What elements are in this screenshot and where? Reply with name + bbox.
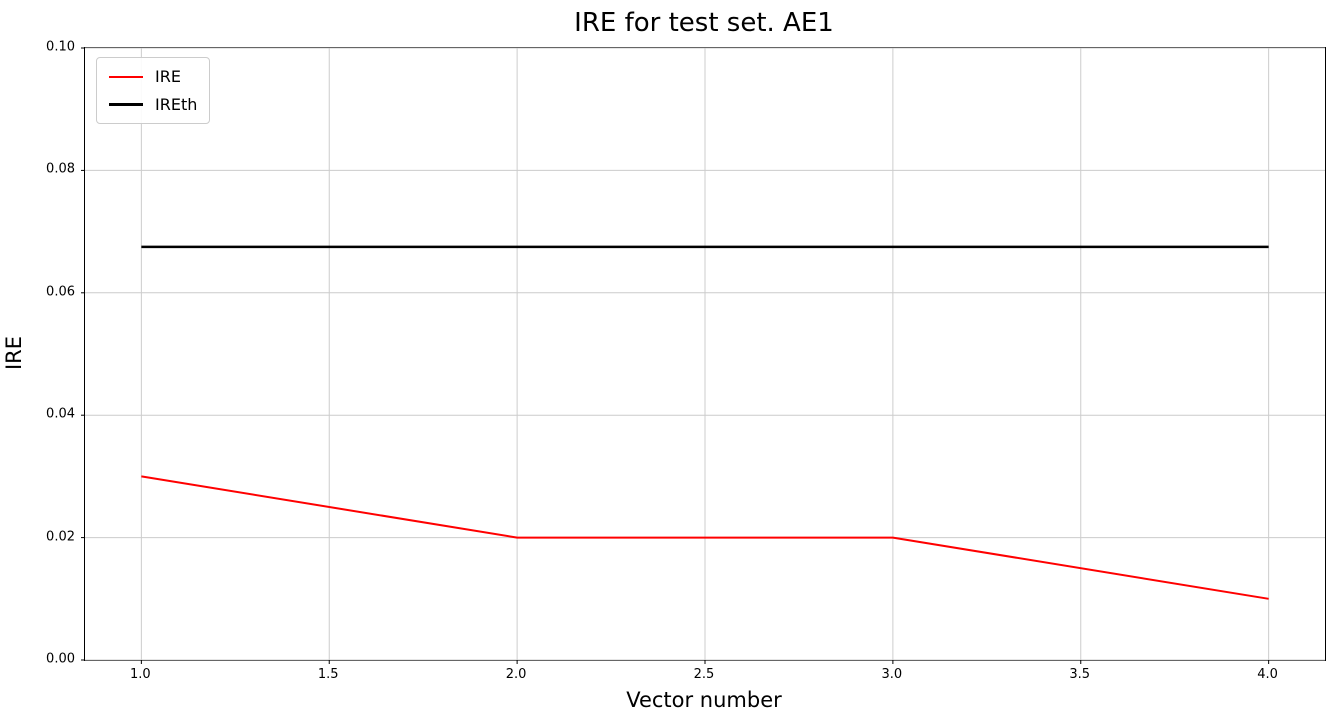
plot-area: IRE IREth [81,47,1326,664]
x-tick-label: 4.0 [1257,667,1278,682]
legend-entry-ireth: IREth [109,95,197,114]
y-tick-label: 0.02 [46,529,75,545]
legend-label-ireth: IREth [155,95,198,114]
x-tick-label: 2.0 [505,667,527,682]
x-tick-label: 2.5 [693,667,715,682]
y-tick-label: 0.00 [46,651,75,667]
plot-svg [81,47,1325,664]
x-tick-label: 1.0 [130,667,151,682]
ireth-line-swatch [109,103,143,106]
x-tick-label: 3.5 [1069,667,1091,682]
legend-entry-ire: IRE [109,67,197,86]
x-axis-label: Vector number [626,688,782,712]
y-tick-label: 0.10 [46,39,75,55]
series-line-IRE [141,475,1269,600]
y-axis-label: IRE [2,335,26,371]
x-tick-label: 1.5 [317,667,339,682]
x-tick-label: 3.0 [881,667,903,682]
ire-line-swatch [109,75,143,78]
y-tick-label: 0.06 [46,284,75,300]
legend: IRE IREth [96,57,211,124]
legend-label-ire: IRE [155,67,181,86]
y-tick-label: 0.08 [46,161,75,177]
chart-title: IRE for test set. AE1 [574,8,834,38]
y-tick-label: 0.04 [46,406,75,422]
